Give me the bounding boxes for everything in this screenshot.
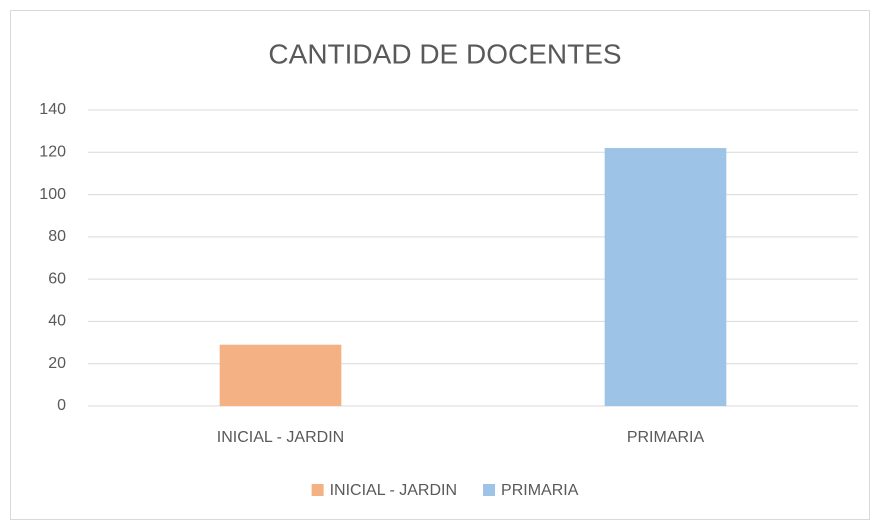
y-tick-label: 140 xyxy=(39,101,66,118)
x-tick-label: PRIMARIA xyxy=(627,429,705,446)
y-tick-label: 120 xyxy=(39,144,66,161)
legend-label: INICIAL - JARDIN xyxy=(330,482,457,499)
bar xyxy=(219,344,342,406)
bar xyxy=(604,148,727,407)
y-tick-label: 60 xyxy=(48,270,66,287)
chart-border xyxy=(10,10,870,520)
y-tick-label: 0 xyxy=(57,397,66,414)
y-tick-label: 40 xyxy=(48,313,66,330)
chart-title: CANTIDAD DE DOCENTES xyxy=(268,38,621,69)
y-tick-label: 80 xyxy=(48,228,66,245)
x-tick-label: INICIAL - JARDIN xyxy=(217,429,344,446)
y-tick-label: 20 xyxy=(48,355,66,372)
legend-label: PRIMARIA xyxy=(501,482,579,499)
y-tick-label: 100 xyxy=(39,186,66,203)
legend-swatch xyxy=(311,484,324,496)
legend-swatch xyxy=(483,484,496,496)
